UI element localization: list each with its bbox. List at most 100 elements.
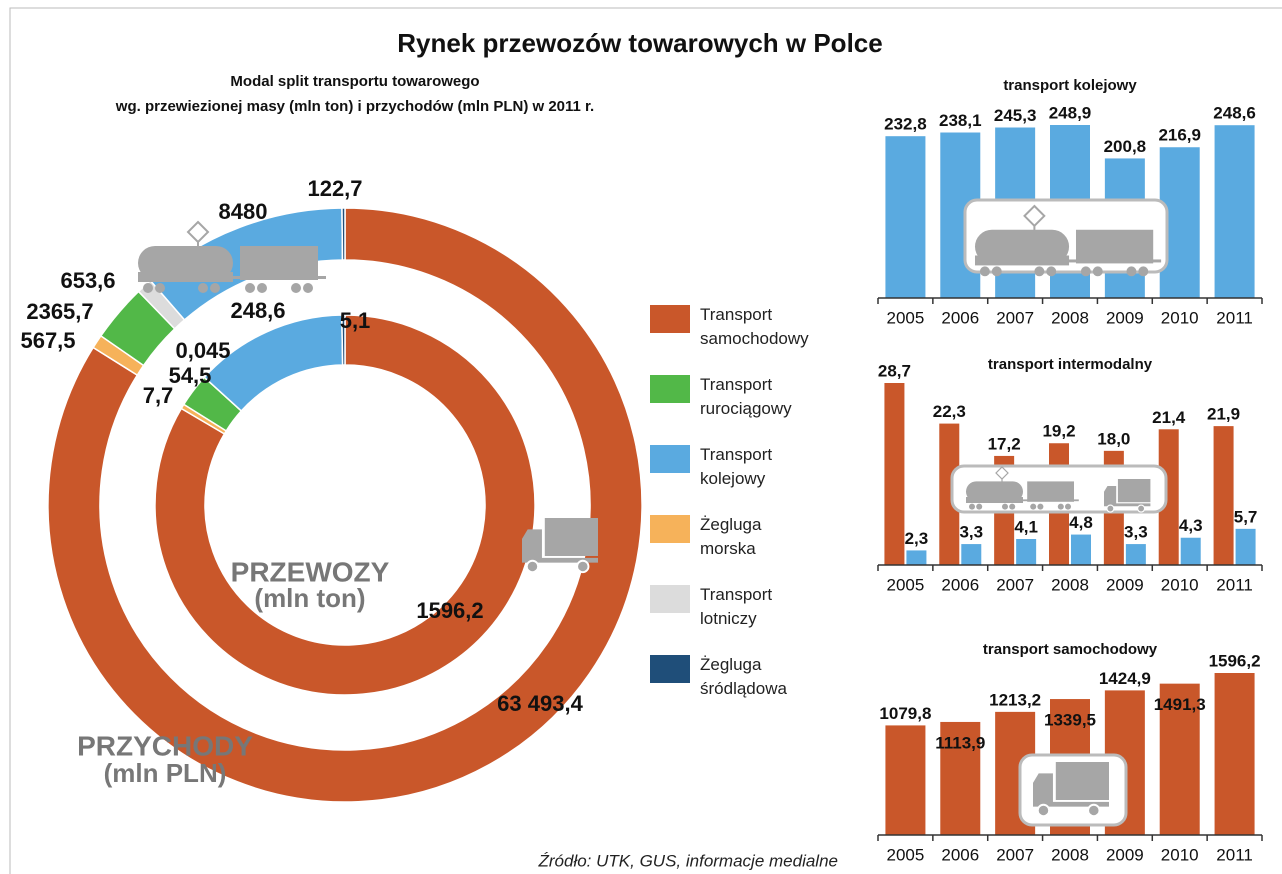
wheel	[969, 503, 975, 510]
wheel	[303, 283, 313, 293]
bar	[1214, 673, 1255, 835]
data-label: 653,6	[60, 268, 115, 293]
data-label: 248,9	[1049, 103, 1092, 122]
chassis	[1033, 801, 1109, 807]
donut-segment	[341, 314, 346, 366]
x-tick-label: 2008	[1051, 575, 1089, 594]
tank-base	[138, 272, 233, 282]
x-tick-label: 2009	[1106, 308, 1144, 327]
wheel	[210, 283, 220, 293]
data-label: 18,0	[1097, 429, 1130, 448]
cab	[1033, 773, 1053, 806]
ring-unit: (mln ton)	[254, 583, 365, 613]
subtitle: Modal split transportu towarowego	[230, 73, 479, 90]
x-tick-label: 2010	[1161, 308, 1199, 327]
wheel	[257, 283, 267, 293]
wheel	[198, 283, 208, 293]
chassis	[522, 557, 598, 563]
subtitle: wg. przewiezionej masy (mln ton) i przyc…	[115, 98, 594, 115]
source: Źródło: UTK, GUS, informacje medialne	[538, 851, 839, 870]
x-tick-label: 2007	[996, 575, 1034, 594]
data-label: 216,9	[1158, 126, 1201, 145]
tank-car	[138, 246, 233, 280]
coupler	[1151, 259, 1162, 263]
coupler	[1066, 259, 1080, 263]
donut-segment	[154, 314, 536, 696]
data-label: 28,7	[878, 361, 911, 380]
bar	[1016, 539, 1037, 565]
tank-car	[966, 481, 1023, 502]
data-label: 1596,2	[416, 598, 483, 623]
bar	[939, 423, 960, 565]
data-label: 232,8	[884, 115, 927, 134]
legend-label: Żegluga śródlądowa	[700, 655, 787, 698]
data-label: 3,3	[959, 523, 983, 542]
x-tick-label: 2008	[1051, 308, 1089, 327]
x-tick-label: 2011	[1216, 845, 1253, 864]
legend-swatch	[650, 305, 690, 333]
x-tick-label: 2009	[1106, 575, 1144, 594]
wheel	[155, 283, 165, 293]
legend-item: Żegluga morska	[650, 515, 815, 561]
wheel	[976, 503, 983, 510]
legend-swatch	[650, 655, 690, 683]
wheel	[991, 266, 1002, 277]
data-label: 3,3	[1124, 523, 1148, 542]
cargo	[1055, 762, 1109, 800]
bar	[961, 544, 982, 565]
wheel	[1087, 803, 1101, 818]
cargo	[1117, 479, 1151, 503]
bar	[1158, 429, 1179, 565]
cab	[522, 529, 542, 562]
x-tick-label: 2005	[887, 575, 925, 594]
bar	[1213, 426, 1234, 565]
wheel	[1009, 503, 1016, 510]
tank-base	[975, 255, 1070, 266]
wheel	[1092, 266, 1103, 277]
bar	[884, 383, 905, 565]
train-icon	[966, 466, 1079, 510]
bar	[885, 725, 926, 835]
data-label: 17,2	[988, 434, 1021, 453]
donut-segment	[203, 314, 344, 412]
train-icon	[138, 220, 326, 293]
truck-icon	[1033, 762, 1109, 818]
data-label: 8480	[219, 199, 268, 224]
bar	[1159, 683, 1200, 835]
data-label: 21,9	[1207, 405, 1240, 424]
legend-label: Transport lotniczy	[700, 585, 773, 628]
x-tick-label: 2006	[941, 845, 979, 864]
x-tick-label: 2006	[941, 308, 979, 327]
train-icon	[975, 204, 1162, 277]
wheel	[1034, 266, 1045, 277]
wheel	[979, 266, 990, 277]
wheel	[1036, 803, 1051, 818]
legend-swatch	[650, 585, 690, 613]
bar	[1235, 528, 1256, 565]
legend-swatch	[650, 375, 690, 403]
legend-label: Transport kolejowy	[700, 445, 773, 488]
coupler	[316, 276, 326, 279]
legend-item: Transport samochodowy	[650, 305, 815, 351]
data-label: 245,3	[994, 106, 1037, 125]
x-tick-label: 2010	[1161, 575, 1199, 594]
ring-unit: (mln PLN)	[104, 758, 227, 788]
panel-title: transport kolejowy	[1003, 77, 1137, 94]
data-label: 248,6	[1213, 104, 1256, 123]
data-label: 2365,7	[26, 299, 93, 324]
x-tick-label: 2011	[1216, 575, 1253, 594]
wheel	[1126, 266, 1137, 277]
data-label: 1424,9	[1099, 669, 1151, 688]
data-label: 2,3	[905, 529, 929, 548]
bar	[940, 721, 981, 835]
legend-item: Transport kolejowy	[650, 445, 815, 491]
wheel	[1057, 503, 1064, 510]
data-label: 4,8	[1069, 513, 1093, 532]
coupler	[1072, 499, 1079, 502]
box-car	[1027, 481, 1074, 502]
truck-icon	[1104, 479, 1151, 513]
wheel	[1080, 266, 1091, 277]
data-label: 22,3	[933, 402, 966, 421]
data-label: 0,045	[175, 338, 230, 363]
